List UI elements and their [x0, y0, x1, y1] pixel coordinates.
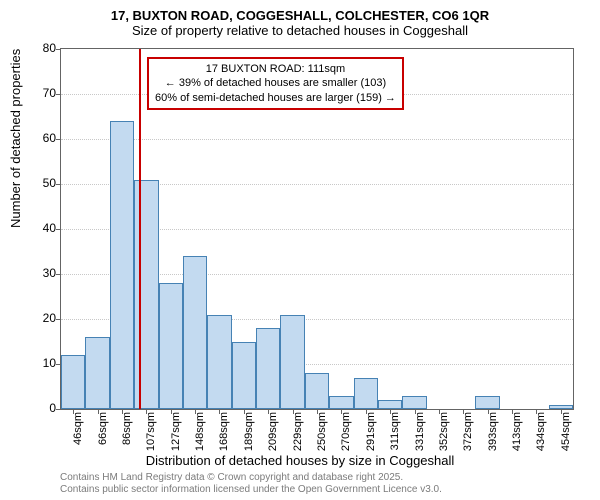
x-tick-label: 66sqm	[97, 412, 109, 452]
histogram-bar	[378, 400, 402, 409]
annotation-line-1: ← 39% of detached houses are smaller (10…	[155, 76, 396, 90]
chart-title-main: 17, BUXTON ROAD, COGGESHALL, COLCHESTER,…	[0, 0, 600, 23]
histogram-bar	[110, 121, 134, 409]
histogram-bar	[305, 373, 329, 409]
y-tick	[56, 274, 61, 275]
x-tick-label: 189sqm	[243, 412, 255, 452]
marker-line	[139, 49, 141, 409]
y-tick-label: 30	[16, 266, 56, 280]
x-tick-label: 86sqm	[121, 412, 133, 452]
chart-title-sub: Size of property relative to detached ho…	[0, 23, 600, 42]
x-tick-label: 250sqm	[316, 412, 328, 452]
footer-line-1: Contains HM Land Registry data © Crown c…	[60, 472, 442, 484]
y-tick-label: 50	[16, 176, 56, 190]
y-tick-label: 20	[16, 311, 56, 325]
y-tick	[56, 49, 61, 50]
x-tick-label: 107sqm	[145, 412, 157, 452]
footer-text: Contains HM Land Registry data © Crown c…	[60, 472, 442, 496]
x-tick-label: 270sqm	[340, 412, 352, 452]
histogram-bar	[402, 396, 426, 410]
y-tick-label: 60	[16, 131, 56, 145]
histogram-bar	[354, 378, 378, 410]
x-tick-label: 413sqm	[511, 412, 523, 452]
histogram-bar	[232, 342, 256, 410]
y-tick	[56, 139, 61, 140]
grid-line	[61, 139, 573, 140]
x-axis-label: Distribution of detached houses by size …	[0, 453, 600, 468]
y-tick-label: 10	[16, 356, 56, 370]
x-tick-label: 434sqm	[535, 412, 547, 452]
x-tick-label: 127sqm	[170, 412, 182, 452]
y-tick-label: 70	[16, 86, 56, 100]
x-tick-label: 331sqm	[414, 412, 426, 452]
histogram-bar	[207, 315, 231, 410]
plot-area: 17 BUXTON ROAD: 111sqm← 39% of detached …	[60, 48, 574, 410]
histogram-bar	[159, 283, 183, 409]
y-tick	[56, 409, 61, 410]
x-tick-label: 291sqm	[365, 412, 377, 452]
y-tick-label: 80	[16, 41, 56, 55]
x-tick-label: 209sqm	[267, 412, 279, 452]
x-tick-label: 352sqm	[438, 412, 450, 452]
x-tick-label: 168sqm	[218, 412, 230, 452]
annotation-title: 17 BUXTON ROAD: 111sqm	[155, 62, 396, 76]
y-tick-label: 0	[16, 401, 56, 415]
x-tick-label: 454sqm	[560, 412, 572, 452]
y-tick	[56, 229, 61, 230]
annotation-line-2: 60% of semi-detached houses are larger (…	[155, 91, 396, 105]
y-tick	[56, 184, 61, 185]
histogram-bar	[61, 355, 85, 409]
chart-container: 17, BUXTON ROAD, COGGESHALL, COLCHESTER,…	[0, 0, 600, 500]
y-tick	[56, 94, 61, 95]
x-tick-label: 46sqm	[72, 412, 84, 452]
histogram-bar	[475, 396, 499, 410]
y-tick-label: 40	[16, 221, 56, 235]
histogram-bar	[329, 396, 353, 410]
x-tick-label: 229sqm	[292, 412, 304, 452]
histogram-bar	[183, 256, 207, 409]
histogram-bar	[256, 328, 280, 409]
histogram-bar	[134, 180, 158, 410]
x-tick-label: 148sqm	[194, 412, 206, 452]
footer-line-2: Contains public sector information licen…	[60, 484, 442, 496]
x-tick-label: 372sqm	[462, 412, 474, 452]
x-tick-label: 393sqm	[487, 412, 499, 452]
histogram-bar	[85, 337, 109, 409]
histogram-bar	[280, 315, 304, 410]
x-tick-label: 311sqm	[389, 412, 401, 452]
annotation-box: 17 BUXTON ROAD: 111sqm← 39% of detached …	[147, 57, 404, 110]
y-tick	[56, 319, 61, 320]
